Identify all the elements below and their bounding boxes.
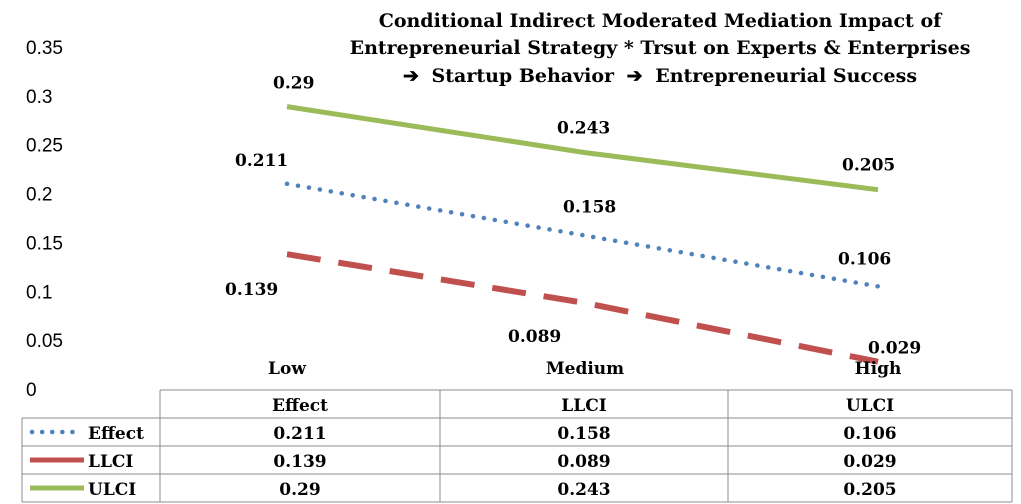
series-line-ulci xyxy=(286,104,879,193)
table-cell: 0.106 xyxy=(843,424,896,444)
data-label: 0.211 xyxy=(235,151,288,171)
y-tick-label: 0.25 xyxy=(26,136,63,157)
data-label: 0.139 xyxy=(225,280,278,300)
data-label: 0.243 xyxy=(557,119,610,139)
arrow-icon: ➔ xyxy=(403,65,419,87)
y-tick-label: 0.35 xyxy=(26,38,63,59)
data-label: 0.106 xyxy=(838,249,891,269)
data-label: 0.158 xyxy=(563,198,616,218)
series-line-effect xyxy=(284,181,881,289)
table-cell: 0.089 xyxy=(557,452,610,472)
y-tick-label: 0.1 xyxy=(26,282,52,303)
data-table: Effect LLCI ULCI Effect 0.211 0.158 0.106 LLCI 0… xyxy=(21,389,1013,503)
title-mediator: Startup Behavior xyxy=(432,65,616,87)
category-label: Low xyxy=(268,359,306,379)
category-label: High xyxy=(855,359,902,379)
y-tick-label: 0.05 xyxy=(26,331,63,352)
arrow-icon: ➔ xyxy=(627,65,643,87)
table-row-label: LLCI xyxy=(88,452,133,472)
data-label: 0.089 xyxy=(508,327,561,347)
table-cell: 0.205 xyxy=(843,480,896,500)
table-cell: 0.243 xyxy=(557,480,610,500)
y-tick-label: 0.3 xyxy=(26,87,52,108)
table-cell: 0.139 xyxy=(273,452,326,472)
series-line-llci xyxy=(286,251,879,365)
category-labels: Low Medium High xyxy=(268,359,901,379)
y-axis-ticks: 0 0.05 0.1 0.15 0.2 0.25 0.3 0.35 xyxy=(26,38,63,401)
title-line-1: Conditional Indirect Moderated Mediation… xyxy=(379,10,943,32)
table-cell: 0.29 xyxy=(279,480,320,500)
table-row-label: ULCI xyxy=(88,480,136,500)
table-header: LLCI xyxy=(561,396,606,416)
series-lines xyxy=(284,104,881,365)
table-header: Effect xyxy=(272,396,328,416)
data-labels: 0.211 0.158 0.106 0.139 0.089 0.029 0.29 0.243 0… xyxy=(225,74,921,359)
table-cell: 0.211 xyxy=(273,424,326,444)
data-label: 0.205 xyxy=(842,156,895,176)
chart-title: Conditional Indirect Moderated Mediation… xyxy=(350,10,971,87)
title-line-3: ➔ Startup Behavior ➔ Entrepreneurial Suc… xyxy=(403,65,917,87)
y-tick-label: 0.2 xyxy=(26,185,52,206)
data-label: 0.29 xyxy=(273,74,314,94)
data-label: 0.029 xyxy=(868,339,921,359)
y-tick-label: 0.15 xyxy=(26,233,63,254)
title-line-2: Entrepreneurial Strategy * Trsut on Expe… xyxy=(350,37,971,59)
table-header: ULCI xyxy=(846,396,894,416)
title-outcome: Entrepreneurial Success xyxy=(655,65,917,87)
table-row-label: Effect xyxy=(88,424,144,444)
table-cell: 0.029 xyxy=(843,452,896,472)
category-label: Medium xyxy=(546,359,624,379)
y-tick-label: 0 xyxy=(26,380,37,401)
table-cell: 0.158 xyxy=(557,424,610,444)
